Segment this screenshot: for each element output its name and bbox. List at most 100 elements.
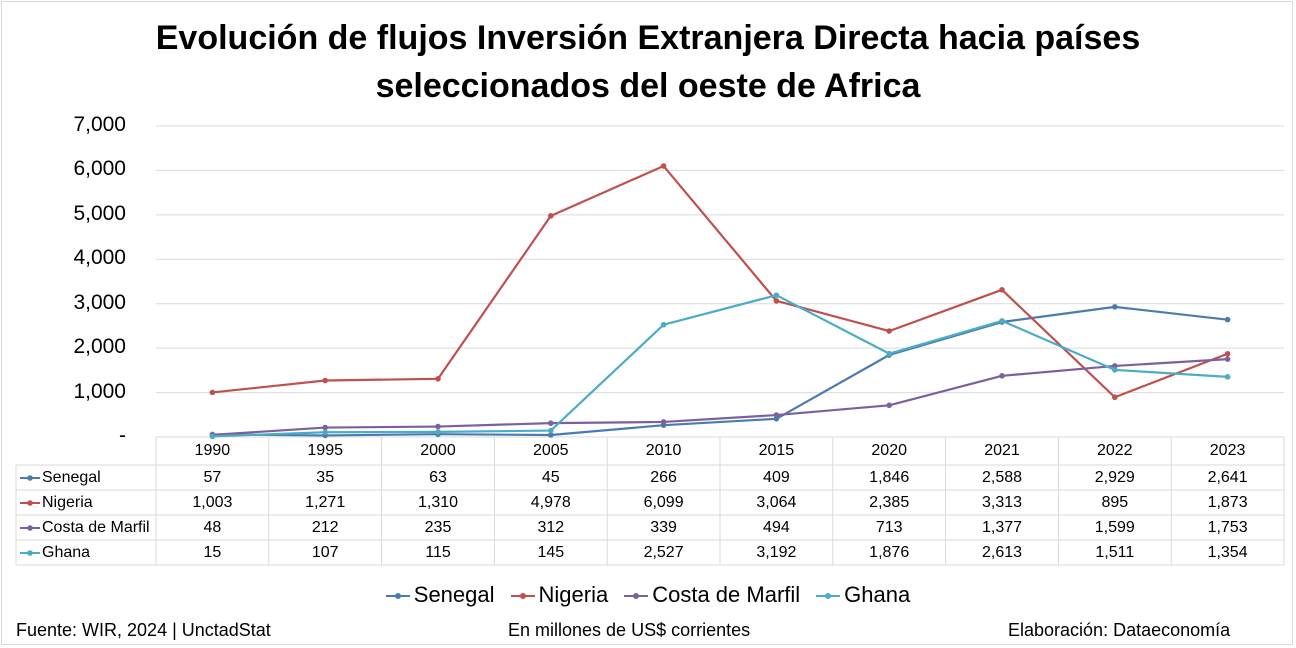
legend-item: Costa de Marfil: [624, 582, 800, 608]
data-point: [886, 402, 892, 409]
x-tick-label: 2005: [532, 442, 569, 459]
table-cell: 1,873: [1207, 494, 1248, 511]
data-point: [660, 419, 667, 425]
y-tick-label: 3,000: [73, 290, 126, 314]
table-cell: 35: [316, 469, 335, 486]
table-cell: 3,313: [981, 494, 1023, 511]
data-point: [548, 432, 554, 438]
x-tick-label: 2010: [645, 442, 682, 459]
legend-swatch: [385, 593, 410, 600]
data-point: [1112, 363, 1118, 369]
table-cell: 1,599: [1094, 519, 1135, 536]
table-legend-key-marker: [27, 525, 33, 531]
data-point: [886, 328, 892, 334]
table-legend-key-marker: [27, 475, 33, 481]
legend-label: Nigeria: [538, 582, 609, 607]
legend-item: Ghana: [816, 582, 910, 608]
x-tick-label: 2021: [984, 442, 1020, 459]
data-point: [660, 321, 667, 328]
data-point: [999, 318, 1005, 324]
table-cell: 212: [311, 519, 339, 536]
table-cell: 312: [537, 519, 565, 536]
table-cell: 2,613: [981, 544, 1023, 561]
units-note: En millones de US$ corrientes: [508, 620, 751, 640]
data-point: [435, 423, 441, 430]
data-point: [435, 429, 441, 435]
y-tick-label: 2,000: [73, 335, 126, 359]
data-point: [1224, 350, 1231, 357]
chart-title-line-2: seleccionados del oeste de Africa: [375, 67, 921, 105]
table-cell: 266: [650, 469, 677, 486]
data-point: [999, 373, 1005, 379]
data-point: [1112, 304, 1118, 310]
data-point: [322, 424, 329, 431]
table-cell: 409: [763, 469, 790, 486]
table-cell: 2,641: [1207, 469, 1248, 486]
data-point: [999, 287, 1005, 293]
table-cell: 57: [203, 469, 222, 486]
x-tick-label: 2000: [420, 442, 456, 459]
table-cell: 1,354: [1207, 544, 1248, 561]
x-tick-label: 2020: [871, 442, 907, 459]
data-point: [548, 427, 554, 434]
data-point: [886, 350, 892, 357]
table-cell: 1,377: [981, 519, 1023, 536]
series-line-ghana: [212, 294, 1228, 438]
table-cell: 1,876: [869, 544, 910, 561]
x-tick-label: 1990: [194, 442, 231, 459]
table-cell: 2,527: [643, 544, 684, 561]
legend-item: Nigeria: [510, 582, 609, 608]
table-cell: 1,511: [1095, 544, 1135, 561]
table-cell: 2,385: [869, 494, 910, 511]
x-tick-label: 2015: [758, 442, 795, 459]
y-tick-label: 1,000: [73, 379, 126, 403]
table-cell: 3,192: [756, 544, 797, 561]
table-cell: 6,099: [643, 494, 684, 511]
data-point: [773, 298, 780, 304]
table-cell: 2,929: [1094, 469, 1135, 486]
table-cell: 15: [203, 544, 222, 561]
credit-note: Elaboración: Dataeconomía: [1008, 620, 1231, 640]
table-cell: 1,846: [869, 469, 910, 486]
source-note: Fuente: WIR, 2024 | UnctadStat: [16, 620, 271, 640]
data-point: [1112, 367, 1118, 373]
legend-item: Senegal: [385, 582, 495, 608]
table-row-header: Ghana: [42, 544, 91, 561]
y-tick-label: 5,000: [73, 201, 126, 225]
table-legend-key-marker: [27, 550, 33, 556]
table-cell: 145: [537, 544, 565, 561]
y-tick-label: 6,000: [73, 157, 126, 181]
legend: Senegal Nigeria Costa de Marfil Ghana: [0, 582, 1296, 608]
data-point: [209, 389, 216, 396]
data-point: [548, 420, 554, 426]
table-cell: 1,271: [305, 494, 346, 511]
data-point: [209, 433, 216, 440]
table-cell: 494: [763, 519, 790, 536]
table-cell: 2,588: [981, 469, 1023, 486]
table-cell: 115: [425, 544, 451, 561]
table-cell: 1,753: [1207, 519, 1248, 536]
table-cell: 45: [541, 469, 560, 486]
data-point: [773, 412, 780, 418]
table-cell: 1,003: [192, 494, 233, 511]
legend-swatch: [510, 593, 535, 600]
y-tick-label: 7,000: [73, 113, 126, 136]
data-point: [1224, 374, 1231, 380]
table-cell: 339: [650, 519, 677, 536]
x-tick-label: 2022: [1096, 442, 1133, 459]
series-line-nigeria: [212, 164, 1228, 399]
table-cell: 3,064: [756, 494, 797, 511]
data-point: [548, 213, 554, 219]
table-cell: 4,978: [530, 494, 571, 511]
y-tick-label: 4,000: [73, 246, 126, 270]
series-line-senegal: [212, 305, 1228, 437]
legend-swatch: [624, 593, 649, 600]
table-row-header: Costa de Marfil: [42, 519, 150, 536]
table-row-header: Senegal: [42, 469, 101, 486]
data-point: [1224, 356, 1231, 362]
table-cell: 48: [203, 519, 222, 536]
data-point: [1112, 394, 1118, 401]
legend-label: Costa de Marfil: [652, 582, 801, 607]
